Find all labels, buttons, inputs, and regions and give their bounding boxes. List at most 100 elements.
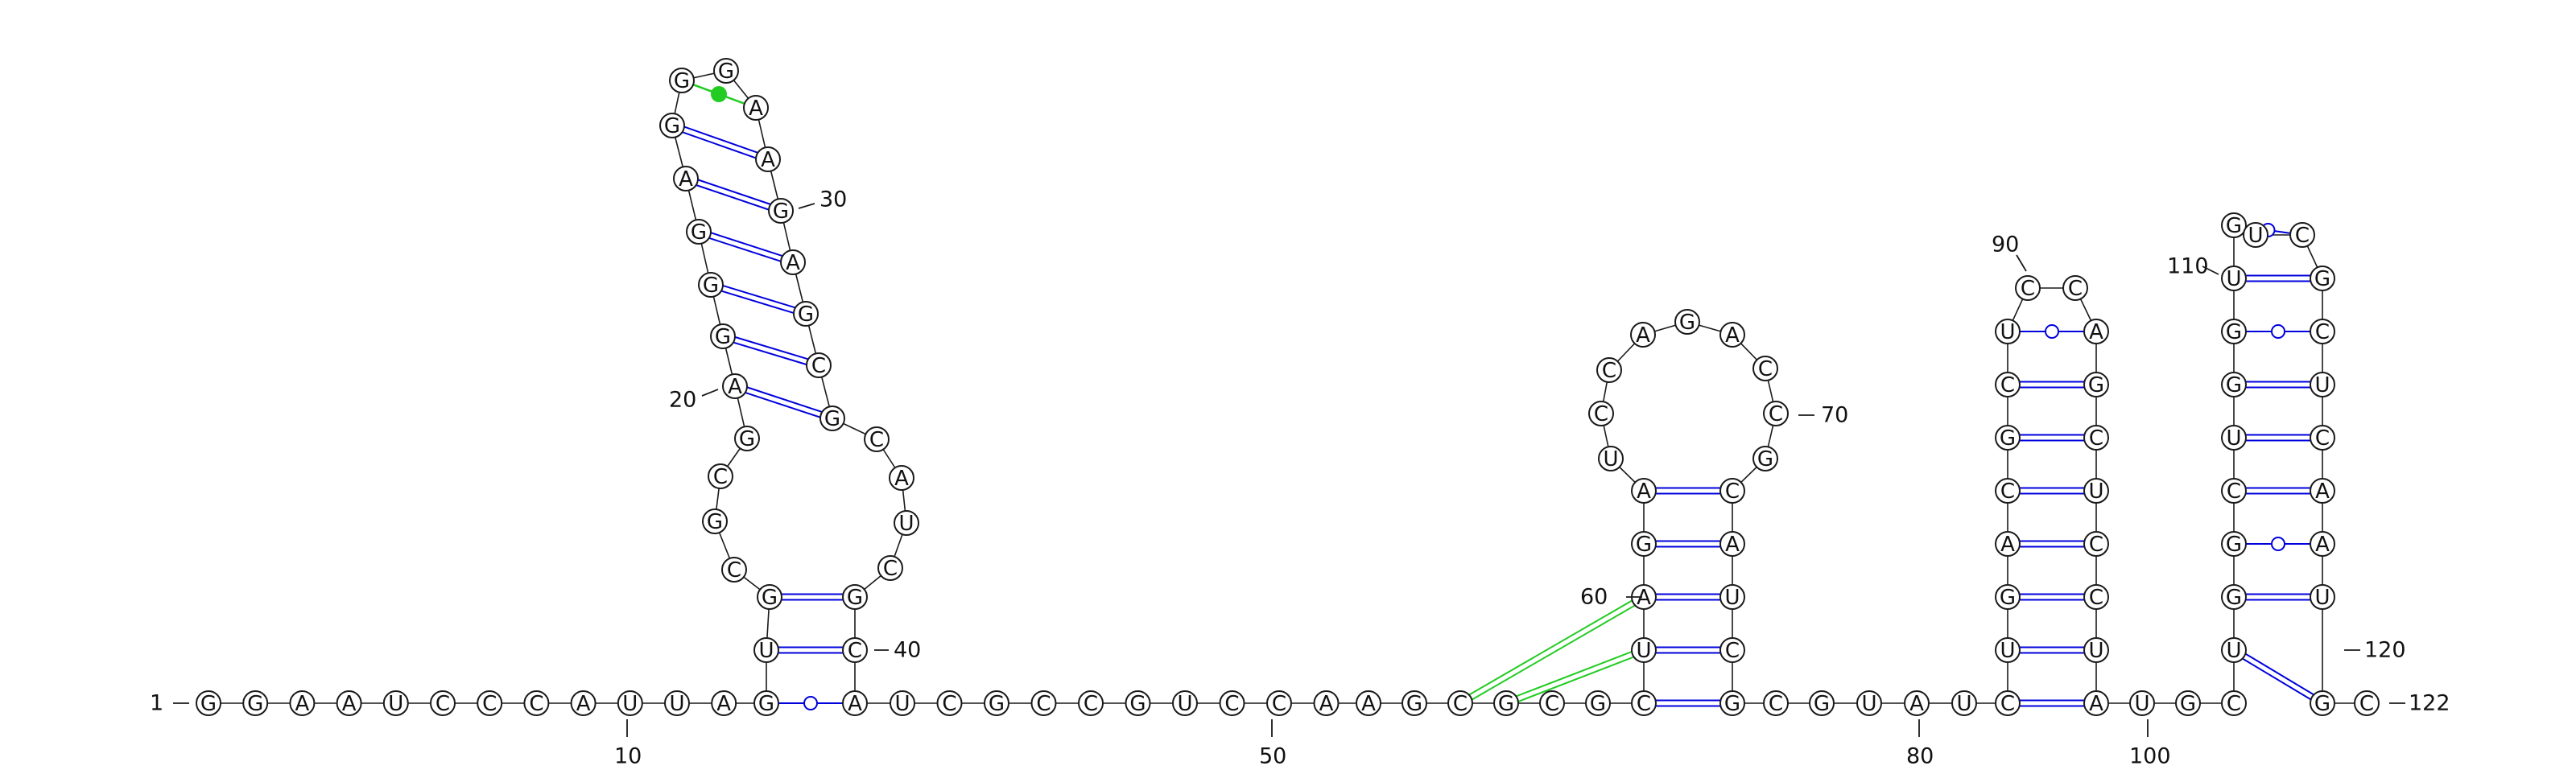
nucleotide-circle [753,637,779,663]
nucleotide-letter: U [2226,267,2241,291]
nucleotide-circle [2083,319,2109,344]
nucleotide-32: G [793,301,819,327]
nucleotide-circle [1904,690,1930,716]
nucleotide-letter: A [716,692,731,716]
numbering-layer: 1 10 20 30 40 50 60 70 80 90 100 110 120… [150,187,2450,769]
nucleotide-letter: A [342,692,357,716]
nucleotide-circle [2310,478,2335,504]
nucleotide-circle [1631,531,1657,557]
nucleotide-letter: A [894,467,909,491]
nucleotide-circle [664,690,690,716]
nucleotide-letter: C [1602,359,1616,383]
tick-110 [2202,266,2219,275]
nucleotide-letter: A [1725,533,1740,557]
nucleotide-letter: G [1757,447,1773,471]
nucleotide-circle [570,690,597,716]
nucleotide-circle [2310,266,2335,291]
nucleotide-21: G [710,323,736,349]
nucleotide-81: U [1951,690,1977,716]
nucleotide-letter: C [2315,320,2330,344]
nucleotide-circle [842,584,868,610]
nucleotide-letter: G [703,274,719,298]
nucleotide-76: G [1719,690,1745,716]
nucleotide-letter: C [1725,480,1740,504]
nucleotide-letter: U [2314,586,2330,610]
nucleotide-circle [711,690,737,716]
nucleotide-letter: U [2000,320,2015,344]
canonical-pair-line [698,179,771,205]
nucleotide-circle [757,584,782,610]
nucleotide-33: C [806,352,832,378]
nucleotide-letter: C [2068,277,2083,301]
nucleotide-107: U [2221,425,2247,451]
nucleotide-62: A [1631,478,1657,504]
nucleotide-letter: C [1036,692,1051,716]
nucleotide-letter: G [2226,373,2242,397]
nucleotide-circle [2221,425,2247,451]
canonical-pair-line [721,290,794,314]
nucleotide-circle [1630,322,1656,348]
nucleotide-letter: A [786,251,800,275]
nucleotide-110: U [2221,266,2247,291]
nucleotide-87: G [1995,425,2021,451]
nucleotide-letter: A [749,97,763,121]
nucleotide-letter: U [1603,447,1618,471]
nucleotide-circle [336,690,362,716]
nucleotide-circle [673,166,699,191]
nucleotide-circle [806,352,832,378]
nucleotide-letter: G [2226,214,2242,238]
nucleotide-45: C [1030,690,1057,716]
nucleotide-circle [842,637,868,663]
nucleotide-letter: G [1724,692,1740,716]
nucleotide-52: A [1356,690,1381,716]
nucleotide-15: G [757,584,782,610]
nucleotide-circle [2221,266,2247,291]
nucleotide-120: U [2310,584,2335,610]
canonical-pair-line [735,336,808,360]
nucleotide-85: A [1995,531,2021,557]
nucleotide-19: G [734,426,760,451]
nucleotide-circle [889,465,914,491]
nucleotide-letter: U [2134,692,2149,716]
nucleotide-109: G [2221,319,2247,344]
nucleotide-60: A [1631,584,1657,610]
nucleotide-circle [659,113,685,138]
nucleotide-83: U [1995,637,2021,663]
nucleotide-circle [1752,446,1778,471]
nucleotide-circle [894,510,919,536]
nucleotide-circle [1856,690,1882,716]
number-label-120: 120 [2364,638,2406,663]
nucleotide-82: C [1995,690,2021,716]
nucleotide-106: C [2221,478,2247,504]
nucleotide-55: G [1493,690,1519,716]
number-label-10: 10 [614,744,642,769]
nucleotide-letter: G [2314,267,2330,291]
nucleotide-letter: G [691,220,707,245]
nucleotide-letter: A [2089,692,2103,716]
nucleotide-119: A [2310,531,2335,557]
nucleotide-letter: G [989,692,1005,716]
nucleotide-circle [984,690,1009,716]
nucleotide-65: C [1596,357,1622,383]
nucleotide-53: G [1402,690,1427,716]
nucleotide-letter: G [758,692,774,716]
canonical-pair-line [2245,653,2314,696]
number-label-20: 20 [669,388,696,413]
nucleotide-67: G [1674,309,1700,335]
nucleotide-circle [936,690,963,716]
nucleotide-letter: U [1861,692,1876,716]
nucleotide-circle [1313,690,1340,716]
nucleotide-50: C [1266,690,1292,716]
nucleotide-circle [1719,690,1745,716]
nucleotide-30: G [768,198,794,224]
nucleotide-3: A [289,690,316,716]
nucleotide-circle [1719,584,1745,610]
nucleotide-4: A [336,690,362,716]
nucleotide-circle [669,68,695,93]
nucleotide-circle [753,690,779,716]
nucleotide-31: A [780,249,806,275]
nucleotide-9: A [570,690,597,716]
nucleotide-circle [2289,222,2315,248]
nucleotide-letter: A [2000,533,2015,557]
nucleotide-111: G [2221,212,2247,238]
